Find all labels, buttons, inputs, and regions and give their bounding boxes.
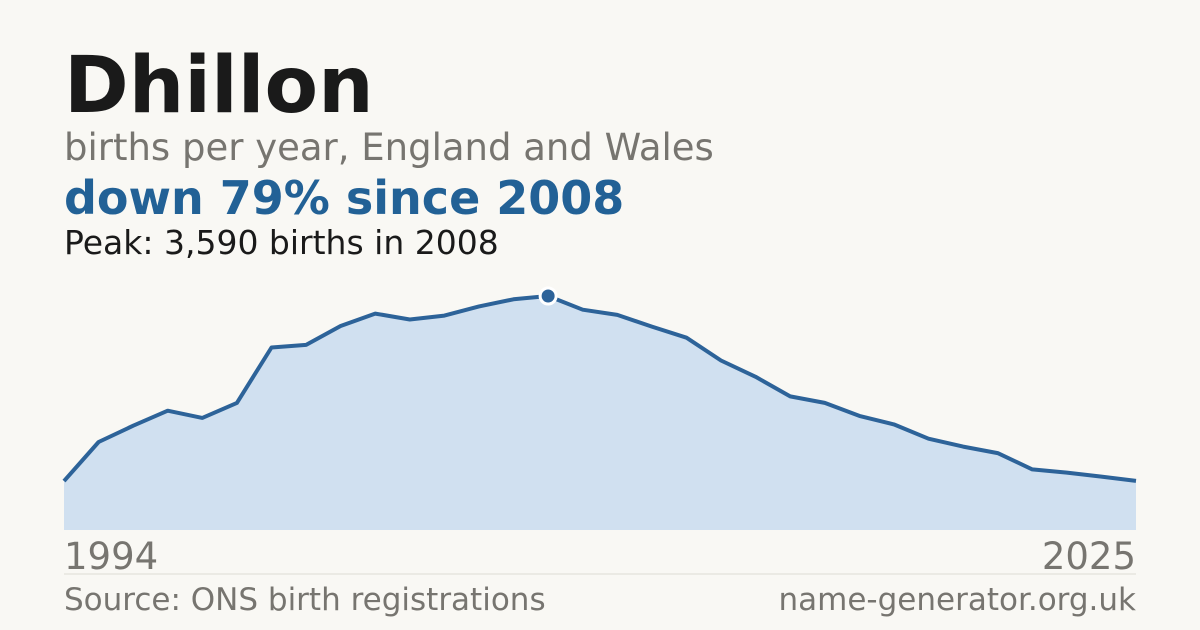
x-tick-label: 2025 <box>1042 535 1136 578</box>
x-tick-label: 1994 <box>64 535 158 578</box>
peak-annotation: Peak: 3,590 births in 2008 <box>64 223 499 262</box>
site: name-generator.org.uk <box>779 582 1137 618</box>
area <box>64 296 1136 530</box>
subtitle: births per year, England and Wales <box>64 126 714 169</box>
line <box>62 294 1137 483</box>
title: Dhillon <box>64 41 374 131</box>
source: Source: ONS birth registrations <box>64 582 546 618</box>
peak-marker <box>538 286 558 306</box>
headline: down 79% since 2008 <box>64 171 624 225</box>
